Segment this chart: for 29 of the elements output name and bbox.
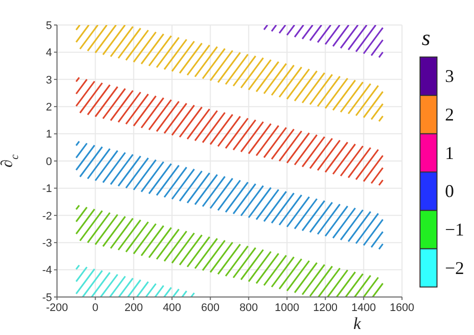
- x-tick-label: -200: [46, 302, 68, 314]
- color-bar-label: −2: [445, 258, 464, 278]
- x-tick-label: 1600: [390, 302, 414, 314]
- y-tick-label: -2: [42, 210, 52, 222]
- x-tick-label: 0: [92, 302, 98, 314]
- y-tick-label: 0: [46, 156, 52, 168]
- x-axis-title: k: [353, 314, 362, 333]
- color-bar-label: 0: [445, 181, 454, 202]
- y-tick-label: -1: [42, 183, 52, 196]
- x-tick-label: 800: [239, 302, 258, 314]
- x-tick-label: 600: [201, 302, 220, 314]
- y-tick-label: 2: [46, 102, 52, 114]
- x-tick-label: 400: [162, 302, 182, 314]
- color-bar-label: 2: [445, 104, 454, 124]
- x-tick-label: 1400: [351, 302, 376, 314]
- x-tick-label: 1000: [274, 302, 300, 314]
- color-bar-label: 3: [445, 66, 454, 86]
- color-bar-label: −1: [445, 220, 464, 240]
- color-bar-title: s: [422, 25, 430, 50]
- y-tick-label: -4: [42, 264, 52, 277]
- y-tick-label: -3: [42, 238, 52, 250]
- color-bar-label: 1: [445, 142, 454, 163]
- y-tick-label: 5: [46, 20, 52, 32]
- x-tick-label: 1200: [313, 302, 338, 314]
- y-tick-label: 4: [46, 47, 52, 60]
- y-tick-label: 3: [46, 74, 52, 86]
- y-tick-label: -5: [42, 292, 52, 304]
- y-tick-label: 1: [46, 128, 52, 141]
- x-tick-label: 200: [124, 302, 143, 314]
